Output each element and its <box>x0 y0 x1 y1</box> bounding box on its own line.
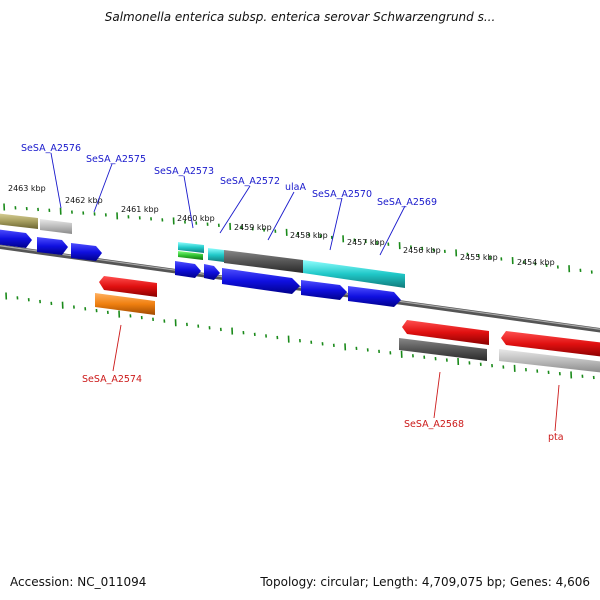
cds-arrow <box>204 264 220 280</box>
gene-label: SeSA_A2574 <box>82 374 142 385</box>
cds-arrow <box>402 320 489 345</box>
kbp-label: 2455 kbp <box>460 253 498 262</box>
cds-row-reverse <box>0 229 401 307</box>
tick-row-bottom <box>5 292 595 380</box>
kbp-label: 2460 kbp <box>177 214 215 223</box>
kbp-label: 2463 kbp <box>8 184 46 193</box>
gene-label: SeSA_A2569 <box>377 197 437 208</box>
gene-labels-bottom: SeSA_A2574 SeSA_A2568 pta <box>82 374 564 443</box>
gene-block <box>178 251 203 260</box>
gene-label: ulaA <box>285 182 306 193</box>
cds-arrow <box>501 331 600 357</box>
gene-block <box>208 248 224 262</box>
kbp-label: 2459 kbp <box>234 223 272 232</box>
cds-arrow <box>175 261 201 278</box>
gene-block <box>499 349 600 373</box>
accession-text: Accession: NC_011094 <box>10 575 147 589</box>
gene-labels-top: SeSA_A2576 SeSA_A2575 SeSA_A2573 SeSA_A2… <box>21 143 437 208</box>
gene-block <box>178 242 204 253</box>
cds-arrow <box>0 229 32 248</box>
gene-block <box>224 250 303 273</box>
cds-arrow <box>71 243 102 261</box>
cds-arrow <box>301 280 347 300</box>
cds-arrow <box>99 276 157 297</box>
feature-row-upper <box>0 213 405 288</box>
kbp-label: 2454 kbp <box>517 258 555 267</box>
gene-block <box>40 219 72 234</box>
tick-row-top <box>3 203 593 274</box>
gene-label: SeSA_A2576 <box>21 143 81 154</box>
map-title: Salmonella enterica subsp. enterica sero… <box>104 10 496 24</box>
gene-label: SeSA_A2570 <box>312 189 372 200</box>
kbp-label: 2458 kbp <box>290 231 328 240</box>
gene-block <box>95 293 155 315</box>
cds-arrow <box>37 237 68 255</box>
kbp-label: 2457 kbp <box>347 238 385 247</box>
genome-summary-text: Topology: circular; Length: 4,709,075 bp… <box>260 575 590 589</box>
kbp-labels: 2463 kbp 2462 kbp 2461 kbp 2460 kbp 2459… <box>8 184 555 267</box>
feature-row-forward <box>95 276 600 373</box>
gene-label: SeSA_A2573 <box>154 166 214 177</box>
gene-block <box>399 338 487 361</box>
gene-label: SeSA_A2568 <box>404 419 464 430</box>
cds-arrow <box>348 286 401 307</box>
label-leaders <box>50 152 560 432</box>
gene-label: SeSA_A2572 <box>220 176 280 187</box>
gene-label: SeSA_A2575 <box>86 154 146 165</box>
gene-block <box>303 260 405 288</box>
gene-label: pta <box>548 432 564 443</box>
kbp-label: 2462 kbp <box>65 196 103 205</box>
gene-block <box>0 213 38 229</box>
kbp-label: 2461 kbp <box>121 205 159 214</box>
kbp-label: 2456 kbp <box>403 246 441 255</box>
cds-arrow <box>222 268 300 294</box>
